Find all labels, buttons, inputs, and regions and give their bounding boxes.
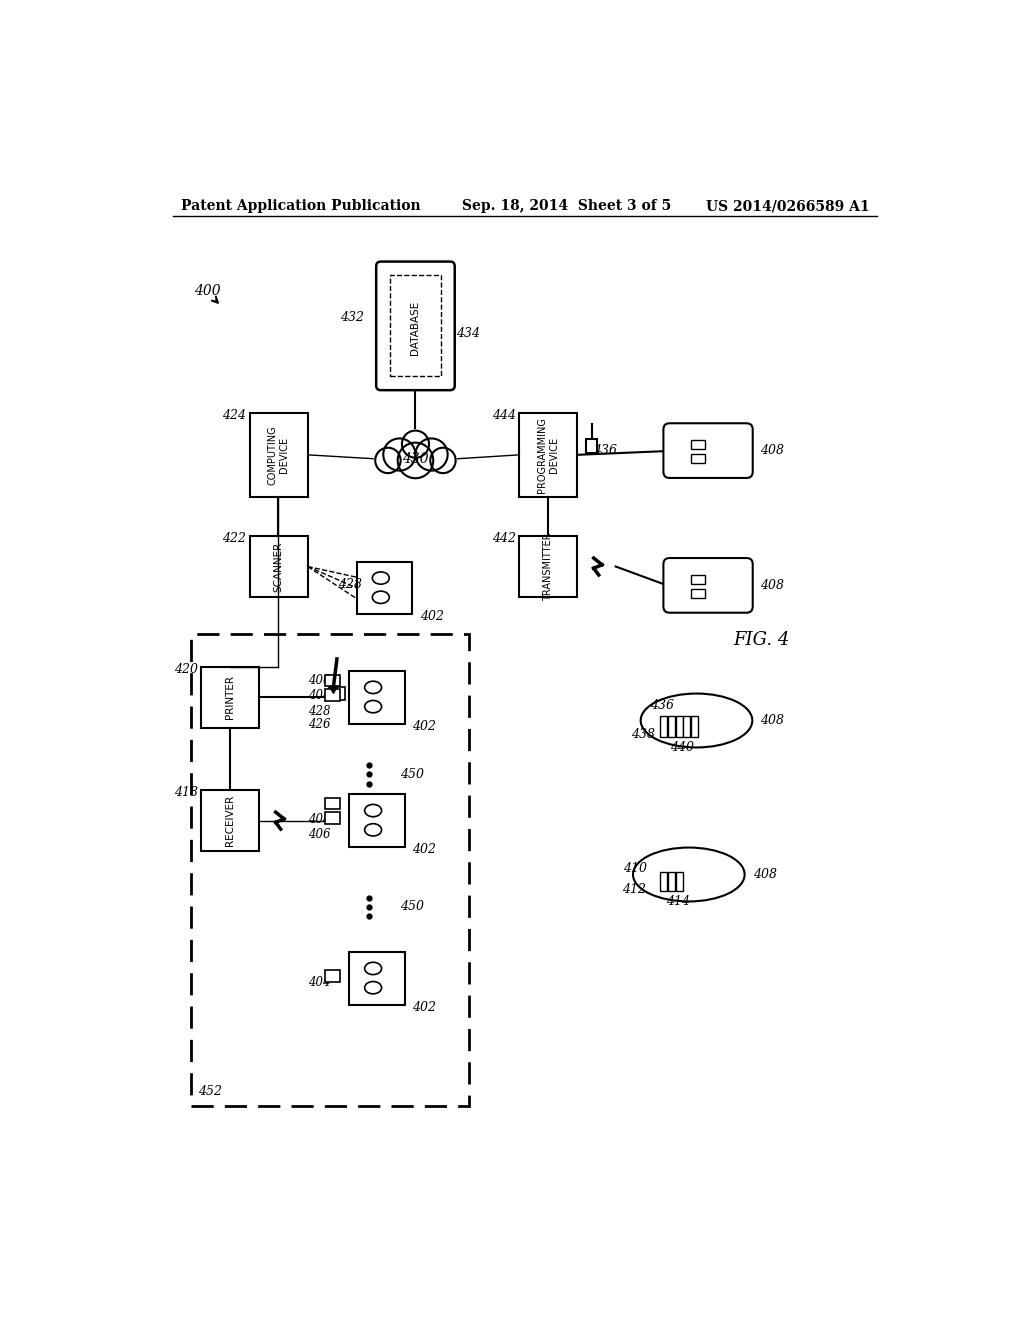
Text: DATABASE: DATABASE bbox=[411, 301, 421, 355]
Text: 408: 408 bbox=[753, 869, 777, 880]
Text: 408: 408 bbox=[761, 445, 784, 458]
Bar bbox=[691, 454, 705, 463]
Text: 422: 422 bbox=[222, 532, 246, 545]
Bar bbox=[325, 675, 340, 686]
Text: 402: 402 bbox=[413, 843, 436, 855]
Text: 444: 444 bbox=[492, 409, 515, 421]
Circle shape bbox=[383, 438, 416, 471]
Bar bbox=[668, 715, 675, 738]
Text: 410: 410 bbox=[624, 862, 647, 875]
Bar bbox=[691, 715, 698, 738]
Text: 438: 438 bbox=[631, 727, 655, 741]
Text: 418: 418 bbox=[173, 785, 198, 799]
Ellipse shape bbox=[365, 962, 382, 974]
Circle shape bbox=[401, 430, 429, 458]
Text: 426: 426 bbox=[307, 718, 330, 731]
Bar bbox=[519, 536, 578, 598]
Bar bbox=[202, 789, 259, 851]
Circle shape bbox=[397, 442, 433, 478]
Text: 442: 442 bbox=[492, 532, 515, 545]
Bar bbox=[691, 441, 705, 449]
Text: COMPUTING
DEVICE: COMPUTING DEVICE bbox=[267, 425, 289, 484]
Bar bbox=[325, 812, 340, 825]
Text: SCANNER: SCANNER bbox=[273, 541, 284, 591]
Text: PRINTER: PRINTER bbox=[225, 676, 234, 719]
Circle shape bbox=[416, 438, 447, 471]
Bar bbox=[587, 440, 597, 453]
Text: 430: 430 bbox=[402, 451, 429, 466]
Text: 436: 436 bbox=[650, 698, 675, 711]
Text: 434: 434 bbox=[457, 326, 480, 339]
Text: Patent Application Publication: Patent Application Publication bbox=[180, 199, 420, 213]
Text: 440: 440 bbox=[670, 741, 693, 754]
Bar bbox=[250, 536, 307, 598]
Text: 414: 414 bbox=[666, 895, 690, 908]
Bar bbox=[676, 715, 683, 738]
Ellipse shape bbox=[365, 701, 382, 713]
Text: FIG. 4: FIG. 4 bbox=[734, 631, 791, 648]
Bar bbox=[683, 715, 690, 738]
Text: 424: 424 bbox=[222, 409, 246, 421]
Text: Sep. 18, 2014  Sheet 3 of 5: Sep. 18, 2014 Sheet 3 of 5 bbox=[462, 199, 671, 213]
Bar bbox=[691, 576, 705, 585]
Text: TRANSMITTER: TRANSMITTER bbox=[543, 532, 553, 601]
Ellipse shape bbox=[365, 681, 382, 693]
Ellipse shape bbox=[365, 982, 382, 994]
Bar bbox=[325, 970, 340, 982]
Text: 404: 404 bbox=[307, 689, 330, 702]
Text: 450: 450 bbox=[400, 900, 424, 913]
Bar bbox=[349, 952, 404, 1005]
Circle shape bbox=[375, 447, 400, 473]
Ellipse shape bbox=[641, 693, 753, 747]
Text: 402: 402 bbox=[413, 719, 436, 733]
Text: 404: 404 bbox=[307, 975, 330, 989]
Bar bbox=[325, 689, 340, 701]
Text: 428: 428 bbox=[307, 705, 330, 718]
Bar bbox=[202, 667, 259, 729]
Circle shape bbox=[430, 447, 456, 473]
Bar bbox=[330, 688, 345, 700]
Bar bbox=[325, 799, 340, 809]
Text: 432: 432 bbox=[340, 312, 364, 325]
FancyBboxPatch shape bbox=[664, 424, 753, 478]
Bar bbox=[250, 412, 307, 498]
Text: 408: 408 bbox=[761, 714, 784, 727]
Bar bbox=[390, 276, 441, 376]
Text: 406: 406 bbox=[307, 828, 330, 841]
Bar bbox=[357, 562, 413, 614]
Text: 402: 402 bbox=[413, 1001, 436, 1014]
FancyBboxPatch shape bbox=[664, 558, 753, 612]
Text: 402: 402 bbox=[420, 610, 444, 623]
Ellipse shape bbox=[633, 847, 744, 902]
Bar bbox=[349, 795, 404, 847]
Ellipse shape bbox=[373, 591, 389, 603]
Text: 406: 406 bbox=[307, 675, 330, 686]
Text: 404: 404 bbox=[307, 813, 330, 825]
Ellipse shape bbox=[373, 572, 389, 585]
Ellipse shape bbox=[365, 824, 382, 836]
Bar bbox=[691, 589, 705, 598]
Text: PROGRAMMING
DEVICE: PROGRAMMING DEVICE bbox=[538, 417, 559, 492]
Text: 412: 412 bbox=[622, 883, 646, 896]
Text: 420: 420 bbox=[173, 663, 198, 676]
Bar bbox=[349, 671, 404, 723]
Ellipse shape bbox=[365, 804, 382, 817]
Text: RECEIVER: RECEIVER bbox=[225, 795, 234, 846]
Text: 400: 400 bbox=[195, 284, 221, 298]
Bar bbox=[668, 873, 675, 891]
Text: 436: 436 bbox=[593, 445, 616, 458]
Bar bbox=[519, 412, 578, 498]
Bar bbox=[660, 715, 668, 738]
Text: 408: 408 bbox=[761, 579, 784, 593]
Text: 428: 428 bbox=[339, 578, 362, 591]
Text: 450: 450 bbox=[400, 768, 424, 781]
Text: US 2014/0266589 A1: US 2014/0266589 A1 bbox=[707, 199, 869, 213]
Bar bbox=[676, 873, 683, 891]
FancyBboxPatch shape bbox=[376, 261, 455, 391]
Text: 452: 452 bbox=[199, 1085, 222, 1098]
Bar bbox=[190, 635, 469, 1106]
Bar bbox=[660, 873, 668, 891]
